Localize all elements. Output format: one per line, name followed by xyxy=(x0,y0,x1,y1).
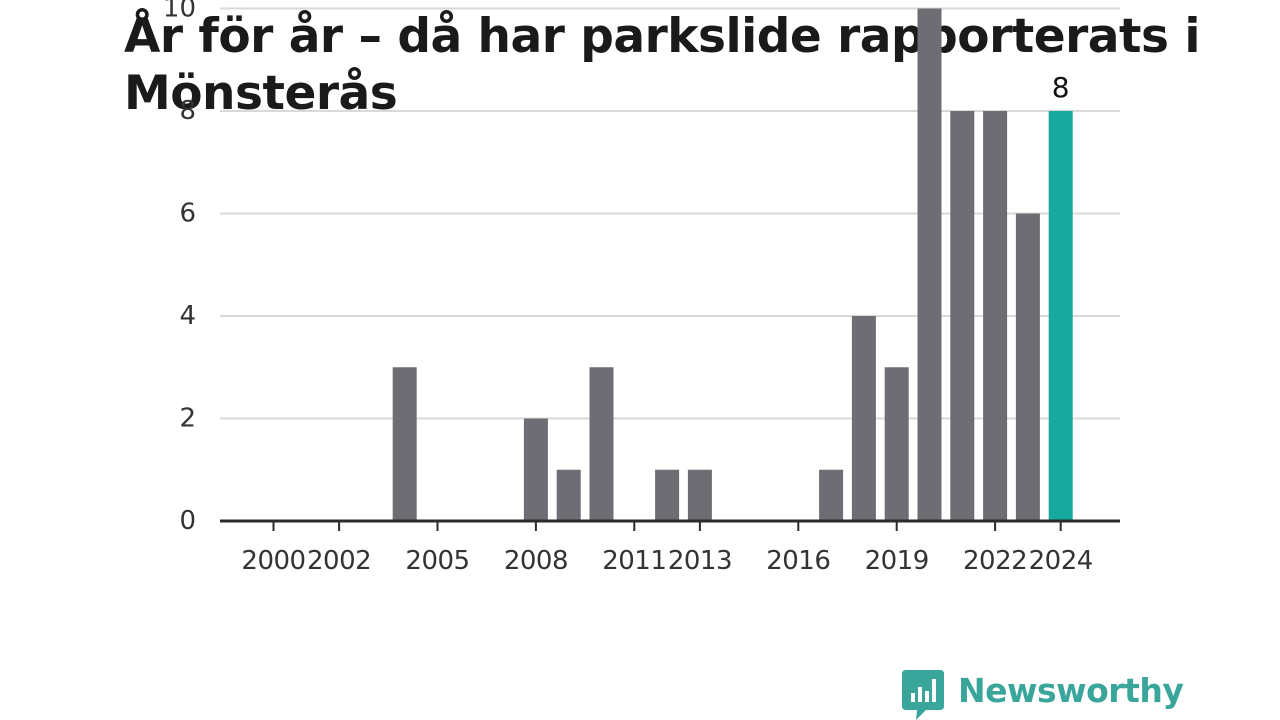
y-tick-label: 0 xyxy=(179,506,196,536)
newsworthy-logo-icon xyxy=(902,670,944,720)
x-tick-label: 2011 xyxy=(602,546,666,576)
x-tick-label: 2005 xyxy=(405,546,469,576)
bar-2017 xyxy=(819,469,844,521)
bar-2021 xyxy=(950,111,975,521)
bar-2020 xyxy=(917,8,942,521)
x-tick-label: 2022 xyxy=(963,546,1027,576)
bar-2019 xyxy=(884,367,909,521)
y-tick-label: 4 xyxy=(179,301,196,331)
bar-2004 xyxy=(392,367,417,521)
chart-title: År för år – då har parkslide rapporterat… xyxy=(124,9,1200,121)
data-label-2024: 8 xyxy=(1052,71,1070,104)
x-axis xyxy=(220,519,1120,531)
x-tick-label: 2002 xyxy=(307,546,371,576)
bar-2022 xyxy=(983,111,1008,521)
bar-2018 xyxy=(851,316,876,521)
y-tick-label: 2 xyxy=(179,404,196,434)
bar-2024 xyxy=(1048,111,1073,521)
y-tick-label: 10 xyxy=(163,0,196,24)
bar-2012 xyxy=(655,469,680,521)
x-tick-label: 2019 xyxy=(865,546,929,576)
x-tick-label: 2000 xyxy=(241,546,305,576)
brand-name: Newsworthy xyxy=(958,671,1184,710)
bar-2023 xyxy=(1015,213,1040,521)
bar-2009 xyxy=(556,469,581,521)
x-tick-label: 2024 xyxy=(1029,546,1093,576)
bar-2008 xyxy=(523,418,548,521)
y-tick-label: 6 xyxy=(179,199,196,229)
bars xyxy=(392,8,1073,521)
bar-2013 xyxy=(687,469,712,521)
brand-logo: Newsworthy xyxy=(902,670,1184,720)
x-tick-label: 2013 xyxy=(668,546,732,576)
tick-labels: 0246810128200020022005200820112013201620… xyxy=(163,0,1093,576)
bar-2010 xyxy=(589,367,614,521)
y-tick-label: 8 xyxy=(179,96,196,126)
x-tick-label: 2008 xyxy=(504,546,568,576)
x-tick-label: 2016 xyxy=(766,546,830,576)
